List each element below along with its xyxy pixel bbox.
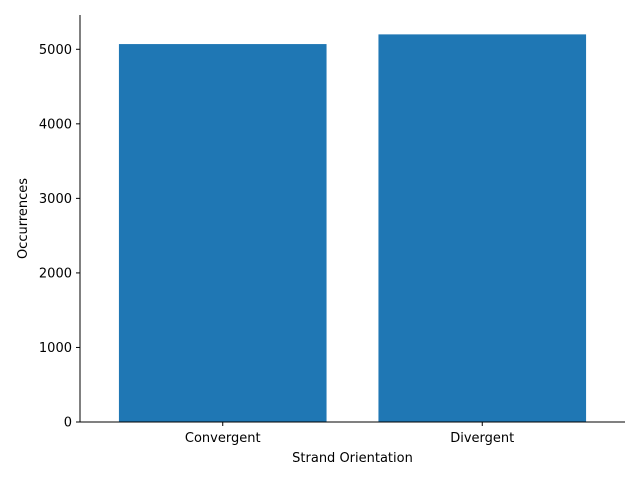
y-tick-label: 5000: [39, 43, 72, 58]
y-tick-label: 1000: [39, 341, 72, 356]
y-tick-label: 4000: [39, 117, 72, 132]
y-tick-label: 0: [64, 416, 72, 431]
bars-group: [118, 34, 587, 422]
y-axis: 0 1000 2000 3000 4000 5000: [39, 15, 81, 431]
x-tick-label: Convergent: [185, 431, 261, 446]
y-axis-label: Occurrences: [16, 178, 31, 259]
bar-divergent: [378, 34, 587, 422]
x-axis: Convergent Divergent: [80, 421, 625, 446]
y-tick-label: 3000: [39, 192, 72, 207]
bar-convergent: [118, 44, 327, 422]
y-tick-label: 2000: [39, 266, 72, 281]
x-axis-label: Strand Orientation: [292, 451, 413, 466]
x-tick-label: Divergent: [450, 431, 514, 446]
